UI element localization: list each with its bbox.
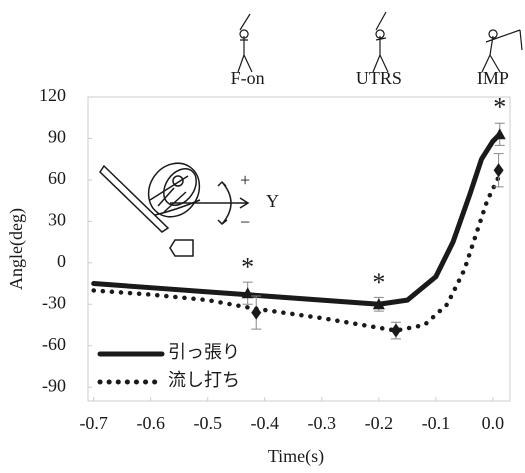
marker [391, 324, 401, 338]
y-tick-label: 60 [48, 168, 66, 188]
series-line [94, 134, 500, 304]
inset-label: Y [266, 191, 279, 211]
x-tick-label: -0.7 [79, 413, 108, 433]
phase-label: F-on [231, 68, 265, 88]
y-tick-label: -30 [42, 292, 66, 312]
series-line [94, 177, 499, 330]
x-tick-label: -0.2 [365, 413, 394, 433]
marker [494, 128, 506, 139]
x-tick-label: -0.4 [251, 413, 280, 433]
x-tick-label: -0.3 [308, 413, 337, 433]
stick-figures [238, 12, 522, 72]
x-tick-label: -0.6 [136, 413, 165, 433]
inset-label: − [240, 212, 250, 232]
y-tick-label: 30 [48, 209, 66, 229]
y-tick-label: 0 [57, 251, 66, 271]
annotation: * [372, 268, 385, 297]
marker [494, 163, 504, 177]
y-tick-label: -90 [42, 375, 66, 395]
y-axis-label: Angle(deg) [6, 208, 27, 290]
phase-label: UTRS [356, 68, 402, 88]
y-tick-label: -60 [42, 334, 66, 354]
y-tick-label: 120 [39, 85, 66, 105]
annotation: * [493, 92, 506, 121]
x-tick-label: -0.5 [194, 413, 223, 433]
legend-label: 引っ張り [168, 342, 240, 362]
inset-label: + [240, 170, 250, 190]
chart: Angle(deg) Time(s) -90 -60 -30 0 30 60 90 120 -0… [0, 0, 525, 468]
phase-label: IMP [477, 68, 509, 88]
x-tick-label: -0.1 [422, 413, 451, 433]
annotation: * [241, 253, 254, 282]
legend-label: 流し打ち [168, 370, 240, 390]
y-tick-label: 90 [48, 127, 66, 147]
inset-diagram [100, 153, 248, 256]
x-axis-label: Time(s) [268, 446, 324, 467]
x-tick-label: 0.0 [482, 413, 505, 433]
marker [251, 306, 261, 320]
